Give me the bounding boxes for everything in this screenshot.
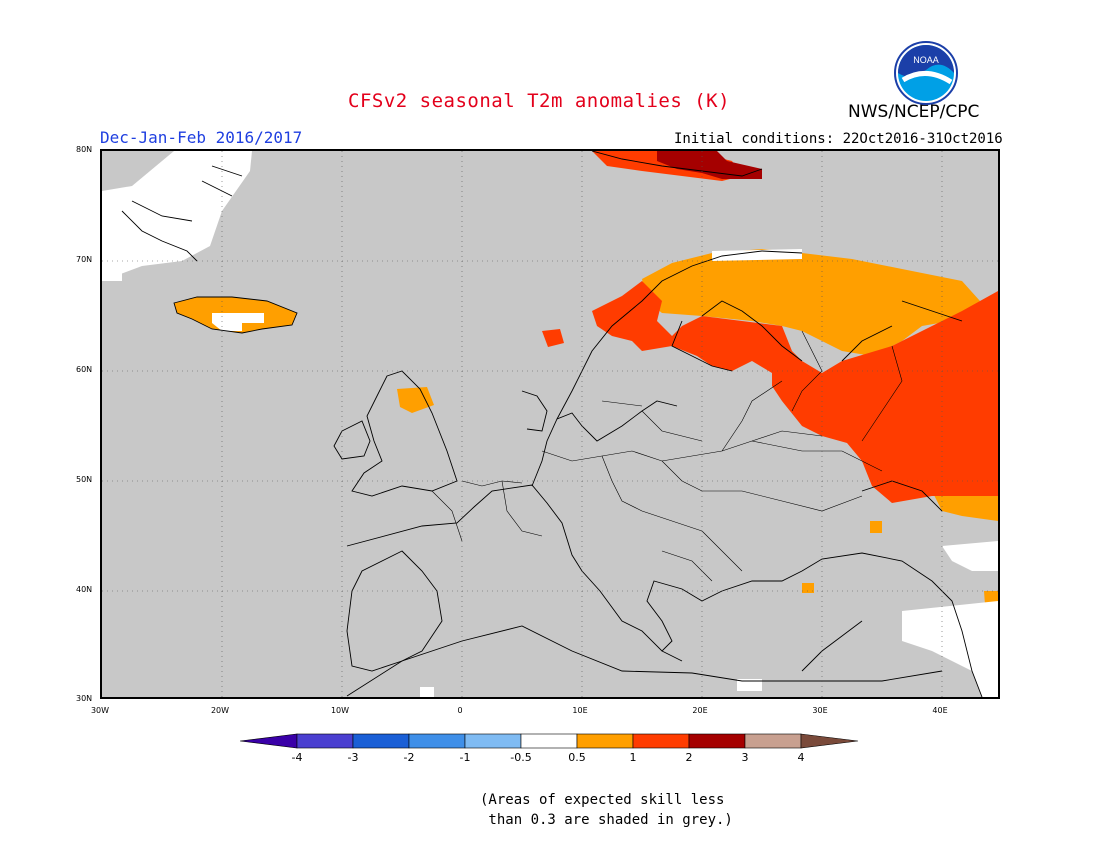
lon-label-10e: 10E	[572, 706, 588, 715]
colorbar-label: -0.5	[510, 751, 532, 764]
initial-conditions: Initial conditions: 22Oct2016-31Oct2016	[674, 131, 1003, 147]
lat-label-30n: 30N	[76, 694, 93, 703]
map-title: CFSv2 seasonal T2m anomalies (K)	[348, 90, 731, 112]
colorbar-label: 2	[685, 751, 693, 764]
lon-label-30e: 30E	[812, 706, 828, 715]
colorbar-segment	[296, 733, 354, 749]
graticule	[102, 151, 998, 697]
colorbar-extend-low	[240, 733, 298, 749]
colorbar-label: 4	[797, 751, 805, 764]
agency-label: NWS/NCEP/CPC	[848, 102, 980, 122]
lat-label-40n: 40N	[76, 585, 93, 594]
anomaly-weak-warm	[397, 249, 998, 657]
skill-note-line-1: (Areas of expected skill less	[480, 792, 725, 808]
colorbar-segment	[688, 733, 746, 749]
anomaly-map	[100, 149, 1000, 699]
lat-label-50n: 50N	[76, 475, 93, 484]
lon-label-10w: 10W	[330, 706, 350, 715]
colorbar-segment	[632, 733, 690, 749]
colorbar-label: 1	[629, 751, 637, 764]
lat-label-60n: 60N	[76, 365, 93, 374]
colorbar-segment	[408, 733, 466, 749]
colorbar-segment	[464, 733, 522, 749]
colorbar	[240, 733, 859, 749]
lon-label-30w: 30W	[90, 706, 110, 715]
logo-text: NOAA	[913, 55, 939, 65]
colorbar-segment	[520, 733, 578, 749]
colorbar-label: 0.5	[568, 751, 586, 764]
colorbar-segment	[576, 733, 634, 749]
colorbar-label: -4	[291, 751, 303, 764]
colorbar-extend-high	[800, 733, 859, 749]
colorbar-label: -1	[459, 751, 471, 764]
lat-label-70n: 70N	[76, 255, 93, 264]
colorbar-segment	[744, 733, 802, 749]
iceland	[174, 297, 297, 333]
colorbar-label: 3	[741, 751, 749, 764]
lon-label-20e: 20E	[692, 706, 708, 715]
skill-note-line-2: than 0.3 are shaded in grey.)	[480, 812, 733, 828]
skill-note: (Areas of expected skill less than 0.3 a…	[480, 790, 733, 830]
colorbar-segment	[352, 733, 410, 749]
colorbar-label: -3	[347, 751, 359, 764]
lon-label-40e: 40E	[932, 706, 948, 715]
noaa-logo-icon: NOAA	[894, 41, 958, 105]
anomaly-strong-warm	[657, 151, 762, 179]
lon-label-20w: 20W	[210, 706, 230, 715]
lat-label-80n: 80N	[76, 145, 93, 154]
colorbar-label: -2	[403, 751, 415, 764]
lon-label-0: 0	[457, 706, 463, 715]
anomaly-warm	[542, 151, 998, 503]
season-label: Dec-Jan-Feb 2016/2017	[100, 128, 303, 147]
greenland-land	[102, 151, 252, 281]
map-canvas	[102, 151, 998, 697]
